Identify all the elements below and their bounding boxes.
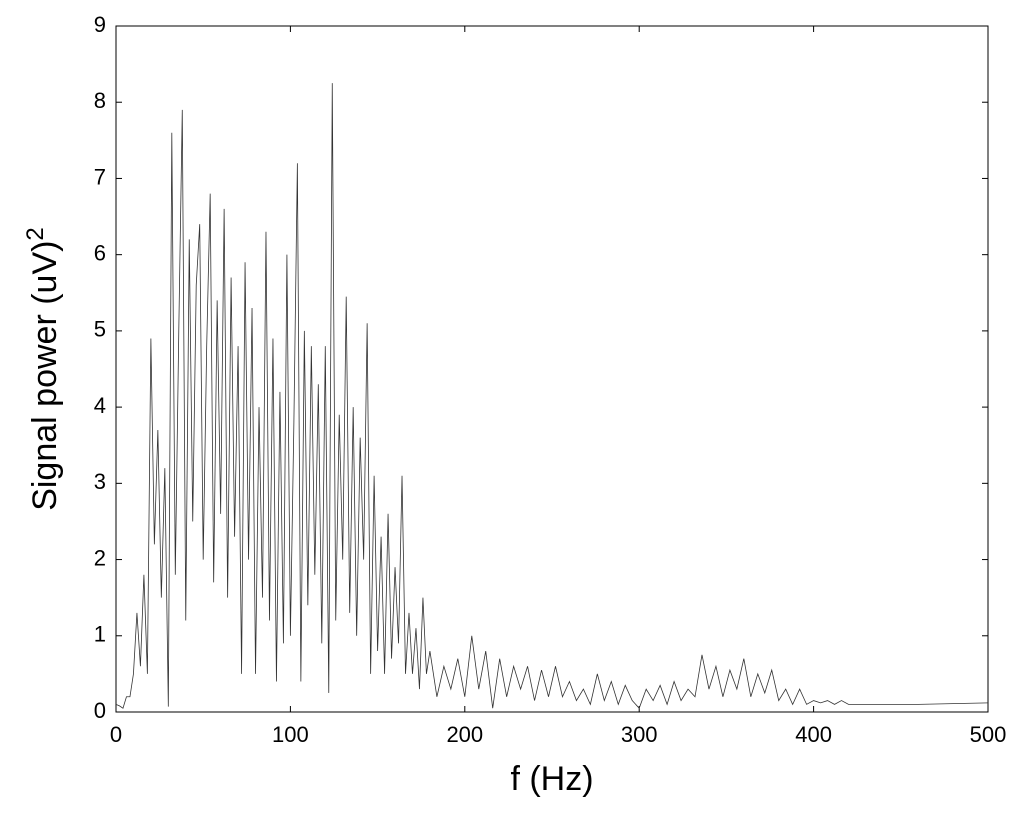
y-tick-label: 9: [94, 12, 106, 37]
x-tick-label: 500: [970, 722, 1007, 747]
x-tick-label: 200: [446, 722, 483, 747]
y-tick-label: 6: [94, 240, 106, 265]
y-tick-label: 8: [94, 88, 106, 113]
y-tick-label: 1: [94, 622, 106, 647]
y-axis-label-main: Signal power (uV): [26, 241, 64, 511]
x-tick-label: 400: [795, 722, 832, 747]
plot-frame: [115, 25, 989, 713]
y-tick-label: 0: [94, 698, 106, 723]
y-tick-label: 7: [94, 164, 106, 189]
y-tick-label: 3: [94, 469, 106, 494]
signal-line: [115, 83, 989, 709]
y-axis-label-superscript: 2: [22, 227, 49, 240]
x-tick-label: 0: [110, 722, 122, 747]
x-tick-label: 100: [272, 722, 309, 747]
x-tick-label: 300: [621, 722, 658, 747]
y-tick-label: 4: [94, 393, 106, 418]
x-axis-label: f (Hz): [510, 760, 593, 798]
y-tick-label: 2: [94, 545, 106, 570]
y-tick-label: 5: [94, 317, 106, 342]
y-axis-label: Signal power (uV)2: [22, 227, 65, 511]
